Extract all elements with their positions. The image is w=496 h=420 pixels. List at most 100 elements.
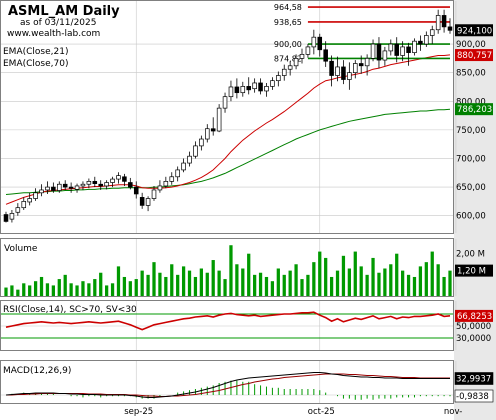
volume-bar	[93, 279, 97, 296]
macd-label: MACD(12,26,9)	[3, 366, 71, 376]
candle-body	[57, 183, 62, 191]
volume-bar	[329, 276, 334, 296]
candle-body	[388, 43, 394, 52]
candle-body	[287, 65, 293, 70]
x-axis-label: nov-	[444, 407, 462, 417]
volume-bar	[442, 276, 446, 296]
candle-body	[394, 43, 399, 56]
candle-body	[252, 82, 257, 90]
price-badge	[455, 49, 493, 62]
candle-body	[39, 189, 44, 194]
volume-bar	[253, 274, 257, 296]
volume-bar	[436, 264, 440, 296]
price-badge	[455, 24, 493, 37]
volume-bar	[128, 281, 132, 296]
candle-body	[199, 138, 204, 147]
volume-bar	[377, 272, 381, 296]
candle-body	[281, 68, 287, 76]
candle-body	[317, 36, 323, 51]
volume-bar	[229, 245, 233, 296]
volume-bar	[10, 285, 14, 296]
price-panel-frame	[0, 0, 454, 234]
volume-bar	[110, 283, 115, 296]
volume-bar	[152, 262, 156, 296]
volume-bar	[140, 270, 144, 296]
ema70-label: EMA(Close,70)	[3, 59, 68, 69]
volume-bar	[389, 264, 393, 296]
candle-body	[15, 207, 21, 213]
candle-body	[116, 175, 121, 180]
candle-body	[3, 214, 9, 222]
rsi-line	[5, 311, 451, 331]
price-tick-label: 700,00	[456, 154, 486, 164]
volume-bar	[63, 274, 67, 296]
rsi-badge	[455, 309, 493, 322]
price-badge-label: 924,100	[457, 26, 492, 36]
right-axis-strip	[454, 0, 496, 420]
candle-body	[382, 50, 388, 61]
site-url: www.wealth-lab.com	[7, 29, 100, 39]
volume-bar	[359, 266, 363, 296]
candle-body	[447, 26, 453, 31]
candle-body	[27, 198, 32, 203]
candle-body	[299, 53, 305, 59]
volume-bar	[395, 253, 399, 296]
candle-body	[412, 40, 417, 53]
candle-body	[240, 86, 246, 94]
candle-body	[163, 181, 169, 187]
candle-body	[441, 15, 447, 28]
price-tick-label: 650,00	[456, 183, 486, 193]
volume-bar	[401, 270, 405, 296]
price-badge-label: 786,203	[457, 105, 492, 115]
candle-body	[400, 46, 405, 56]
volume-bar	[365, 274, 369, 296]
macd-signal-line	[6, 373, 450, 397]
volume-bar	[146, 274, 150, 296]
candle-body	[429, 29, 435, 36]
candle-body	[92, 181, 98, 185]
candle-body	[358, 63, 364, 67]
volume-bar	[170, 264, 174, 296]
candle-body	[80, 183, 86, 187]
macd-badge-label: 32,9937	[456, 375, 491, 385]
volume-bar	[22, 283, 26, 296]
volume-bar	[105, 285, 109, 296]
candle-body	[175, 169, 180, 178]
volume-badge	[455, 264, 493, 277]
volume-bar	[241, 268, 245, 296]
volume-bar	[181, 266, 186, 296]
volume-bar	[158, 272, 162, 296]
candle-body	[51, 186, 56, 191]
candle-body	[293, 58, 299, 67]
volume-tick-label: 2,00 M	[456, 250, 485, 260]
chart-title: ASML_AM Daily	[8, 4, 120, 19]
volume-bar	[57, 279, 61, 296]
volume-bar	[45, 283, 50, 296]
volume-bar	[430, 251, 434, 296]
x-axis-label: oct-25	[308, 407, 335, 417]
candle-body	[264, 86, 269, 92]
price-tick-label: 850,00	[456, 69, 486, 79]
volume-bar	[383, 268, 387, 296]
candle-body	[181, 162, 186, 171]
candle-body	[68, 186, 74, 189]
volume-bar	[116, 266, 121, 296]
volume-bar	[341, 255, 346, 296]
price-level-label: 964,58	[274, 3, 302, 12]
candle-body	[347, 72, 352, 80]
price-level-label: 874,82	[274, 54, 302, 63]
volume-bar	[28, 285, 32, 296]
candle-body	[270, 80, 275, 87]
volume-bar	[87, 283, 91, 296]
volume-bar	[270, 281, 275, 296]
volume-bar	[424, 262, 428, 296]
volume-bar	[75, 285, 79, 296]
price-level-label: 938,65	[274, 18, 302, 27]
candle-body	[74, 185, 80, 190]
candle-body	[157, 185, 163, 191]
price-level-label: 900,00	[274, 40, 302, 49]
volume-bar	[324, 257, 328, 296]
volume-bar	[347, 268, 351, 296]
volume-bar	[122, 276, 127, 296]
